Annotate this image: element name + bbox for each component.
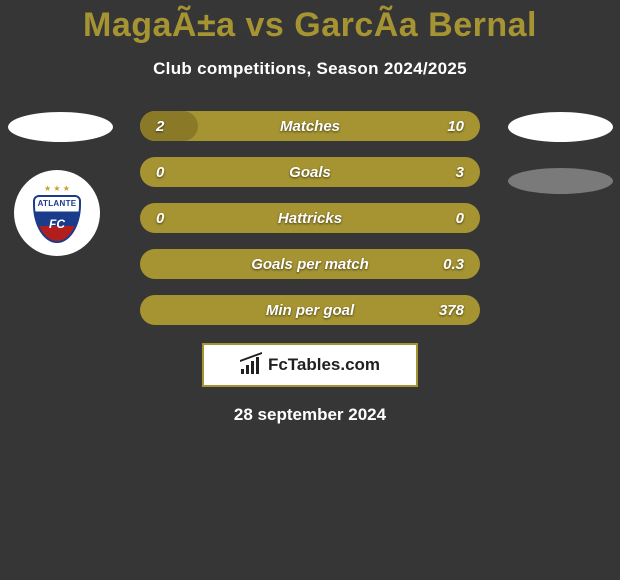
player-photo-placeholder-right [508,112,613,142]
club-name: ATLANTE [35,199,79,208]
stat-bar-hattricks: 0 Hattricks 0 [140,203,480,233]
stat-left-value: 2 [140,118,200,135]
page-title: MagaÃ±a vs GarcÃ­a Bernal [0,6,620,45]
stat-right-value: 0.3 [420,256,480,273]
stat-left-value: 0 [140,164,200,181]
stat-label: Min per goal [200,302,420,319]
stat-right-value: 3 [420,164,480,181]
stats-column: 2 Matches 10 0 Goals 3 0 Hattricks 0 Goa… [120,111,500,325]
brand-text: FcTables.com [268,355,380,375]
atlante-shield-icon: ★ ★ ★ ATLANTE FC [33,185,81,241]
player-photo-placeholder-left [8,112,113,142]
left-player-col: ★ ★ ★ ATLANTE FC [0,111,120,256]
club-placeholder-right [508,168,613,194]
stat-bar-min-per-goal: Min per goal 378 [140,295,480,325]
club-stars: ★ ★ ★ [33,185,81,193]
page-subtitle: Club competitions, Season 2024/2025 [0,59,620,79]
stat-bar-matches: 2 Matches 10 [140,111,480,141]
stat-label: Hattricks [200,210,420,227]
stat-label: Goals [200,164,420,181]
stat-bar-goals: 0 Goals 3 [140,157,480,187]
date-line: 28 september 2024 [0,405,620,425]
stat-right-value: 0 [420,210,480,227]
stat-bar-goals-per-match: Goals per match 0.3 [140,249,480,279]
right-player-col [500,111,620,194]
club-fc: FC [35,217,79,231]
stat-right-value: 10 [420,118,480,135]
club-badge-left: ★ ★ ★ ATLANTE FC [14,170,100,256]
stat-right-value: 378 [420,302,480,319]
bar-chart-icon [240,356,262,374]
stat-label: Goals per match [200,256,420,273]
stat-left-value: 0 [140,210,200,227]
brand-box[interactable]: FcTables.com [202,343,418,387]
stat-label: Matches [200,118,420,135]
